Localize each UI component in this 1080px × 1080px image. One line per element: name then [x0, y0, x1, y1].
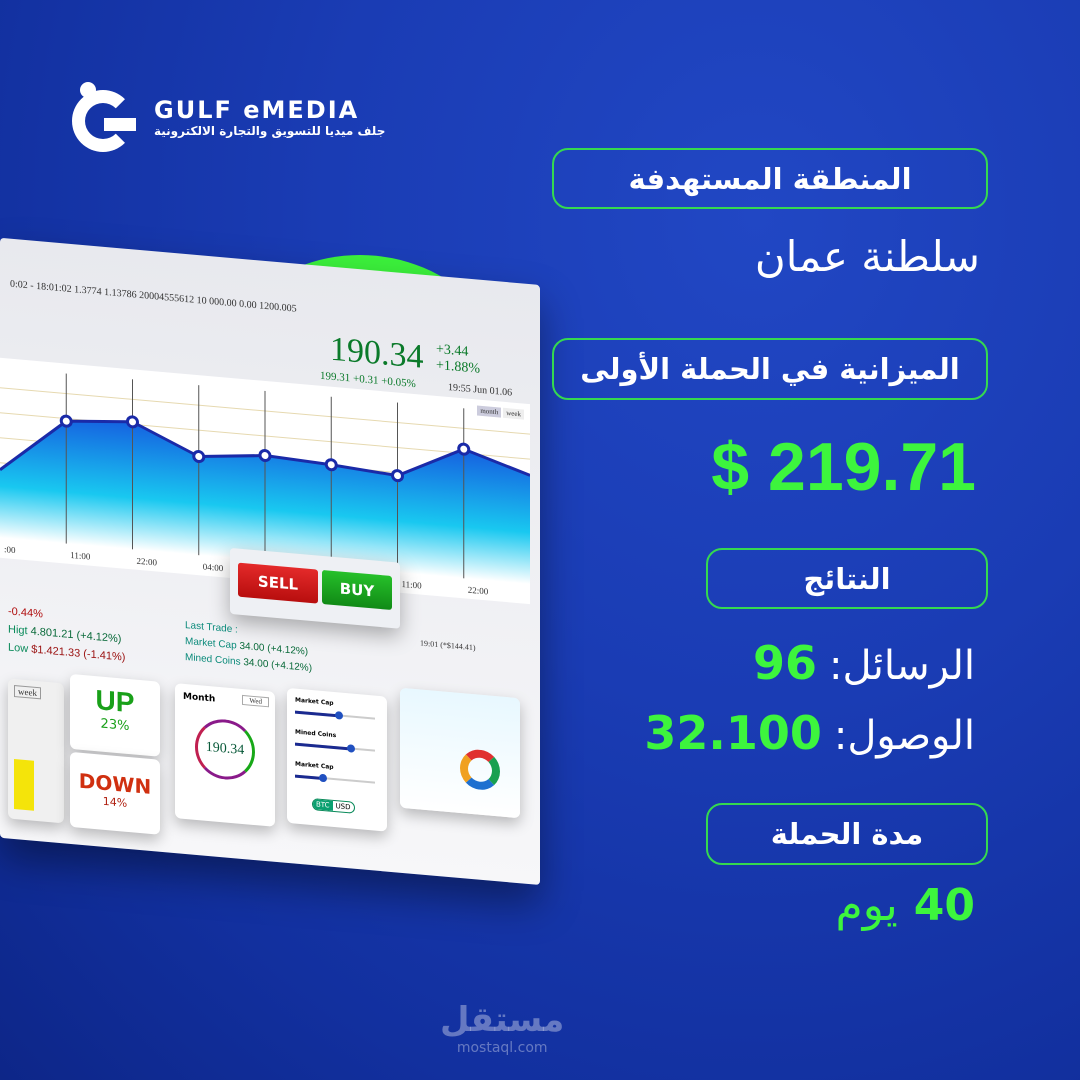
usd-toggle[interactable]: USD [335, 802, 351, 812]
brand-logo: GULF eMEDIA جلف ميديا للتسويق والتجارة ا… [70, 82, 385, 152]
messages-value: 96 [753, 636, 818, 690]
low-value: $1.421.33 [31, 643, 81, 660]
data-point [258, 449, 272, 463]
month-select[interactable]: Wed [242, 694, 269, 708]
mini-chart-card [400, 687, 520, 819]
reach-label: الوصول: [833, 713, 975, 759]
x-tick-label: 11:00 [70, 549, 91, 562]
mined-value: 34.00 (+4.12%) [243, 657, 313, 675]
toggle-month[interactable]: month [477, 405, 502, 418]
high-label: Higt [8, 623, 28, 638]
slider-label: Market Cap [295, 696, 334, 707]
data-point [59, 414, 73, 428]
trade-box: SELL BUY [230, 547, 400, 629]
low-label: Low [8, 641, 29, 656]
data-point [324, 458, 338, 472]
data-point [457, 442, 471, 456]
target-region-label: المنطقة المستهدفة [552, 148, 988, 209]
x-tick-label: 22:00 [467, 584, 489, 597]
watermark: مستقل mostaql.com [440, 1000, 564, 1056]
donut-chart [460, 748, 500, 792]
data-point [391, 469, 404, 483]
duration-value: 40 يوم [836, 880, 975, 931]
x-tick-label: 04:00 [202, 561, 224, 574]
slider-track[interactable] [295, 773, 375, 784]
buy-button[interactable]: BUY [322, 569, 392, 611]
data-point [126, 415, 139, 429]
budget-label: الميزانية في الحملة الأولى [552, 338, 988, 400]
watermark-en: mostaql.com [456, 1040, 548, 1056]
down-card: DOWN 14% [70, 751, 160, 835]
ticker: 0:02 - 18:01:02 1.3774 1.13786 200045556… [10, 278, 297, 315]
reach-value: 32.100 [644, 706, 822, 760]
brand-name: GULF eMEDIA [154, 96, 360, 124]
trade-time: 19:01 (*$144.41) [420, 638, 476, 653]
month-card: Month Wed 190.34 [175, 683, 275, 827]
messages-label: الرسائل: [829, 643, 975, 689]
logo-mark-icon [70, 82, 140, 152]
sell-button[interactable]: SELL [238, 562, 318, 604]
x-tick-label: 11:00 [401, 578, 422, 591]
month-title: Month [183, 691, 216, 705]
month-gauge: 190.34 [195, 716, 255, 783]
watermark-ar: مستقل [440, 1000, 565, 1040]
line-chart [0, 373, 531, 585]
messages-row: الرسائل: 96 [753, 636, 975, 693]
price: 190.34 [330, 330, 424, 376]
high-change: (+4.12%) [76, 629, 122, 646]
slider-card: BTC USD Market Cap Mined Coins Market Cap [287, 687, 387, 832]
price-change-pct: +1.88% [436, 357, 481, 377]
price-time: 19:55 Jun 01.06 [448, 381, 513, 399]
slider-label: Market Cap [295, 760, 334, 771]
week-select[interactable]: week [14, 684, 41, 700]
slider-handle[interactable] [347, 744, 355, 753]
duration-unit: يوم [835, 880, 898, 931]
data-point [192, 450, 206, 464]
market-cap-label: Market Cap [185, 635, 237, 652]
up-card: UP 23% [70, 673, 160, 757]
duration-label: مدة الحملة [706, 803, 988, 865]
trading-dashboard-illustration: 0:02 - 18:01:02 1.3774 1.13786 200045556… [0, 237, 540, 886]
slider-handle[interactable] [319, 773, 327, 783]
mined-label: Mined Coins [185, 651, 241, 668]
x-tick-label: 22:00 [136, 555, 158, 568]
duration-number: 40 [913, 880, 975, 931]
slider-track[interactable] [295, 710, 375, 720]
high-value: 4.801.21 [30, 625, 74, 642]
reach-row: الوصول: 32.100 [644, 706, 975, 763]
slider-label: Mined Coins [295, 728, 337, 740]
target-region-value: سلطنة عمان [754, 232, 980, 281]
toggle-week[interactable]: week [503, 407, 524, 420]
slider-handle[interactable] [335, 711, 343, 720]
low-change: (-1.41%) [83, 648, 126, 664]
slider-track[interactable] [295, 742, 375, 753]
brand-tagline: جلف ميديا للتسويق والتجارة الالكترونية [154, 124, 386, 138]
btc-toggle[interactable]: BTC [313, 799, 333, 811]
x-tick-label: :00 [4, 544, 16, 556]
dashboard-panel: 0:02 - 18:01:02 1.3774 1.13786 200045556… [0, 237, 540, 886]
results-label: النتائج [706, 548, 988, 609]
budget-value: $ 219.71 [711, 429, 976, 505]
